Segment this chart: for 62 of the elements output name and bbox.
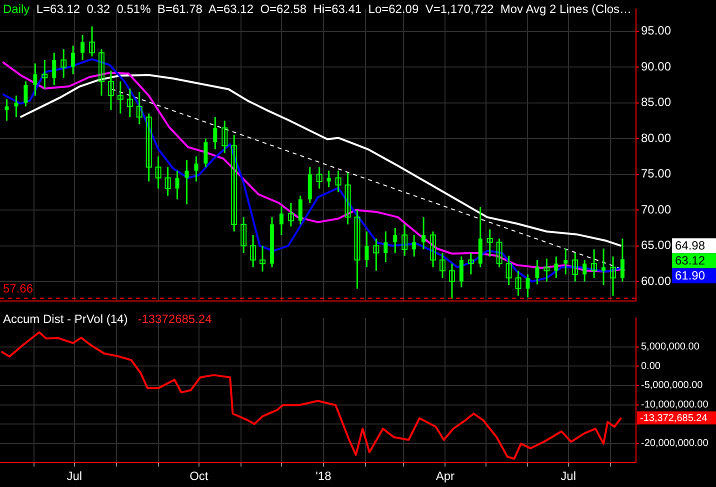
text: 61.90 — [675, 268, 706, 283]
candlestick — [117, 80, 124, 114]
candlestick — [155, 156, 162, 190]
candlestick — [260, 245, 266, 272]
candlestick — [42, 59, 48, 90]
candlestick — [60, 48, 67, 79]
y-tick-label: -5,000,000.00 — [641, 380, 704, 392]
candlestick — [610, 256, 616, 297]
annotation: -13372685.24 — [136, 312, 212, 326]
candlestick — [89, 26, 96, 58]
y-tick-label: -10,000,000.00 — [641, 400, 709, 411]
candlestick — [448, 262, 455, 300]
chart-title: Accum Dist - PrVol (14) — [3, 312, 128, 326]
candlestick — [591, 248, 598, 279]
candlestick — [316, 166, 322, 190]
candlestick — [430, 230, 436, 268]
y-tick-label: 65.00 — [641, 238, 672, 252]
candlestick — [344, 172, 351, 226]
text: 64.98 — [675, 238, 706, 253]
y-tick-label: 60.00 — [641, 274, 672, 288]
text: 63.12 — [675, 254, 706, 268]
candlestick — [136, 91, 142, 126]
y-tick-label: 75.00 — [641, 166, 672, 181]
y-tick-label: 0.00 — [641, 360, 661, 372]
x-tick-label: Jul — [66, 469, 82, 484]
candlestick — [164, 166, 171, 196]
y-tick-label: 90.00 — [641, 59, 672, 74]
y-tick-label: 95.00 — [641, 24, 672, 38]
x-tick-label: Jul — [560, 469, 576, 484]
candlestick — [572, 252, 578, 282]
x-tick-label: '18 — [316, 469, 332, 484]
candlestick — [506, 255, 512, 286]
candlestick — [146, 112, 152, 182]
y-tick-label: 5,000,000.00 — [641, 342, 700, 353]
y-tick-label: 80.00 — [641, 130, 672, 145]
candlestick — [515, 270, 522, 297]
candlestick — [373, 238, 380, 272]
candlestick — [335, 170, 342, 193]
candlestick — [354, 209, 360, 290]
x-tick-label: Oct — [190, 469, 209, 484]
candlestick — [108, 70, 114, 111]
chart-title: Daily — [3, 2, 30, 16]
candlestick — [250, 234, 256, 268]
candlestick — [98, 48, 104, 96]
candlestick — [231, 134, 238, 232]
ref-line-label: 57.66 — [3, 282, 34, 296]
y-tick-label: -20,000,000.00 — [641, 438, 709, 450]
candlestick — [288, 202, 294, 228]
candlestick — [496, 238, 502, 268]
candlestick — [544, 258, 550, 282]
candlestick — [468, 252, 474, 276]
candlestick — [439, 252, 446, 279]
y-tick-label: 85.00 — [641, 95, 672, 110]
candlestick — [486, 228, 493, 258]
candlestick — [240, 216, 247, 254]
candlestick — [222, 120, 228, 154]
text: -13,372,685.24 — [640, 413, 708, 424]
chart-subtitle: L=63.12 0.32 0.51% B=61.78 A=63.12 O=62.58 Hi=63.41 Lo=62.09 V=1,170,722 Mov Avg 2 Lines (Clos… — [35, 2, 632, 16]
candlestick — [126, 88, 133, 118]
candlestick — [402, 224, 408, 257]
y-tick-label: 70.00 — [641, 202, 672, 216]
x-tick-label: Apr — [436, 469, 455, 484]
